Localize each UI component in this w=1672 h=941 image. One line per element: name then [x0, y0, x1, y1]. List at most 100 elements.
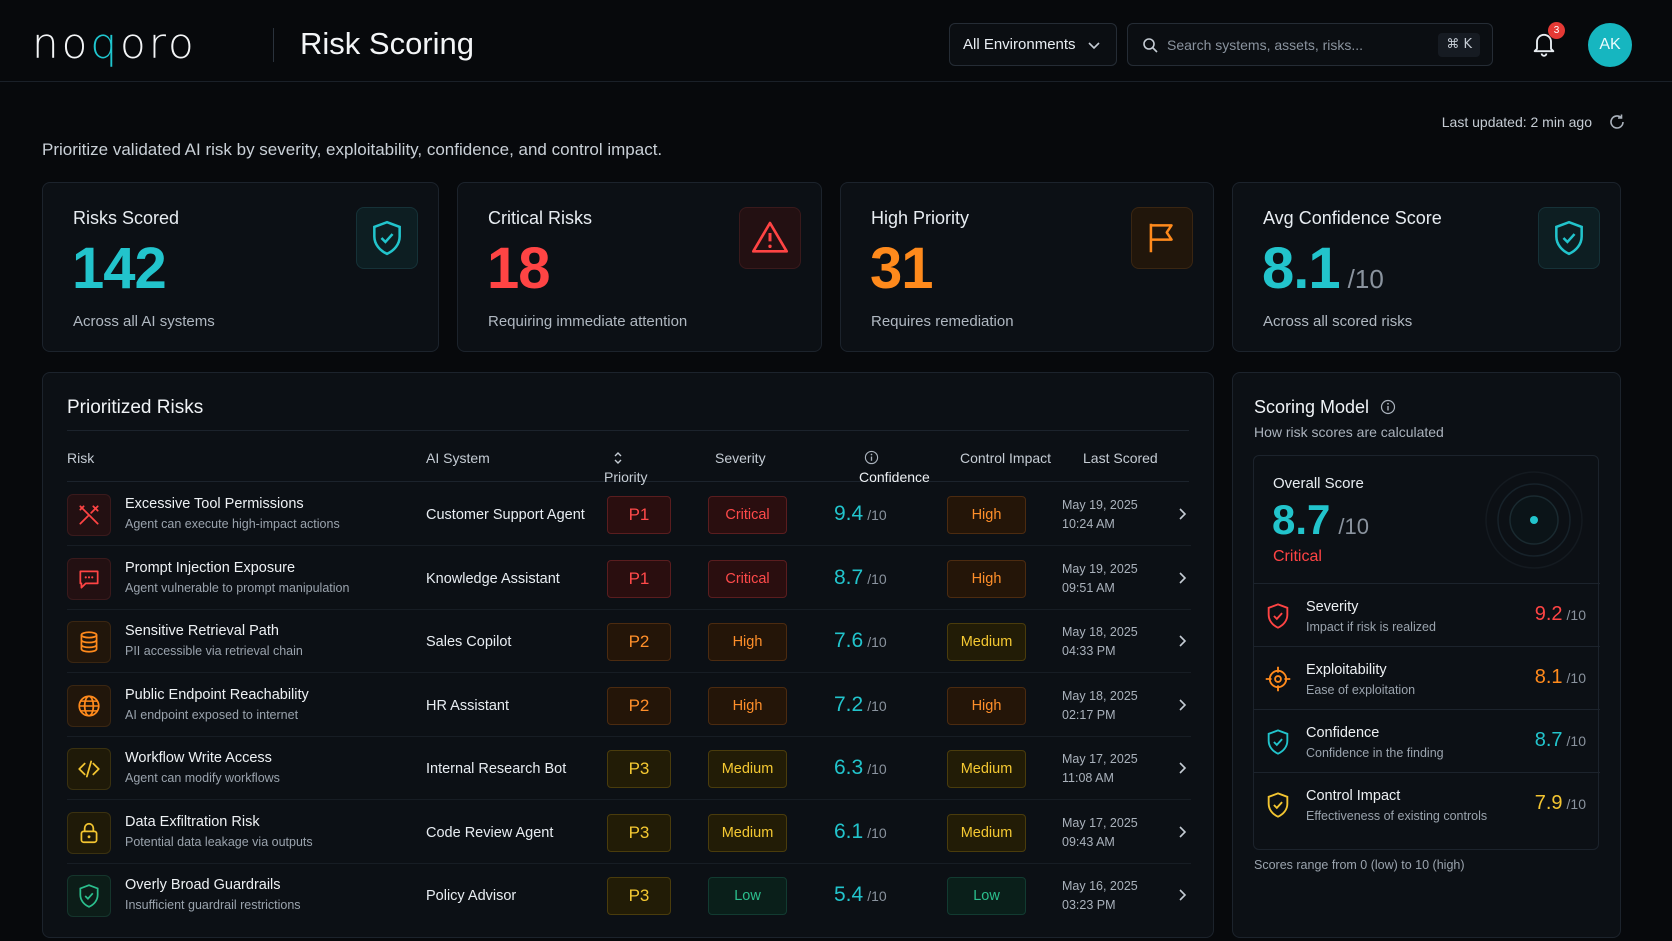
- overall-score-value: 8.7/10: [1272, 496, 1369, 543]
- chevron-right-icon[interactable]: [1174, 760, 1190, 776]
- confidence-score: 9.4/10: [834, 502, 887, 525]
- refresh-icon[interactable]: [1608, 113, 1626, 131]
- code-icon: [78, 760, 100, 778]
- kpi-title: High Priority: [871, 208, 970, 228]
- kpi-risks-scored: Risks Scored 142 Across all AI systems: [42, 182, 439, 352]
- info-icon[interactable]: [864, 450, 879, 465]
- crosshair-icon: [1265, 666, 1291, 692]
- environment-select[interactable]: All Environments: [949, 23, 1117, 66]
- last-scored: May 18, 2025 02:17 PM: [1062, 688, 1138, 722]
- search-shortcut: ⌘ K: [1438, 33, 1480, 57]
- table-row[interactable]: Workflow Write Access Agent can modify w…: [67, 737, 1191, 800]
- sort-icon[interactable]: [612, 451, 624, 465]
- risk-description: PII accessible via retrieval chain: [125, 644, 303, 658]
- col-confidence: Confidence: [859, 450, 930, 485]
- info-icon[interactable]: [1380, 399, 1396, 415]
- priority-badge: P1: [607, 496, 671, 534]
- table-row[interactable]: Public Endpoint Reachability AI endpoint…: [67, 674, 1191, 737]
- risk-description: Agent vulnerable to prompt manipulation: [125, 580, 350, 595]
- top-header: noqoro Risk Scoring All Environments Sea…: [0, 0, 1672, 82]
- kpi-value: 8.1/10: [1262, 236, 1384, 301]
- chevron-right-icon[interactable]: [1174, 824, 1190, 840]
- table-row[interactable]: Data Exfiltration Risk Potential data le…: [67, 801, 1191, 864]
- prioritized-risks-panel: Prioritized Risks Risk AI System Priorit…: [42, 372, 1214, 938]
- kpi-avg-confidence: Avg Confidence Score 8.1/10 Across all s…: [1232, 182, 1621, 352]
- last-scored: May 17, 2025 11:08 AM: [1062, 752, 1138, 785]
- severity-badge: High: [708, 623, 787, 661]
- priority-badge: P2: [607, 686, 671, 725]
- component-value: 8.7/10: [1534, 729, 1586, 751]
- scoring-model-panel: Scoring Model How risk scores are calcul…: [1232, 372, 1621, 938]
- chevron-right-icon[interactable]: [1174, 506, 1190, 522]
- table-header: Risk AI System Priority Severity Confide…: [67, 430, 1189, 485]
- risk-icon-box: [67, 621, 111, 663]
- priority-badge: P2: [607, 623, 671, 661]
- risk-name[interactable]: Excessive Tool Permissions: [125, 496, 304, 512]
- last-scored: May 19, 2025 10:24 AM: [1062, 498, 1138, 531]
- tools-icon: [79, 505, 99, 525]
- table-row[interactable]: Prompt Injection Exposure Agent vulnerab…: [67, 547, 1191, 610]
- warning-triangle-icon: [752, 221, 788, 253]
- chevron-right-icon[interactable]: [1174, 570, 1190, 586]
- confidence-score: 8.7/10: [834, 565, 887, 589]
- header-divider: [273, 28, 274, 62]
- priority-badge: P1: [607, 559, 671, 598]
- control-impact-badge: High: [947, 686, 1026, 725]
- avatar[interactable]: AK: [1588, 23, 1632, 67]
- risk-description: Potential data leakage via outputs: [125, 834, 313, 849]
- risk-name[interactable]: Data Exfiltration Risk: [125, 813, 260, 830]
- kpi-icon-box: [356, 207, 418, 269]
- search-placeholder: Search systems, assets, risks...: [1167, 36, 1364, 53]
- shield-check-icon: [373, 220, 401, 256]
- environment-select-value: All Environments: [963, 36, 1076, 53]
- panel-title: Prioritized Risks: [67, 397, 204, 418]
- scoring-model-subtitle: How risk scores are calculated: [1254, 424, 1444, 440]
- score-components: Severity Impact if risk is realized 9.2/…: [1254, 583, 1600, 851]
- chat-icon: [79, 570, 99, 589]
- component-name: Control Impact: [1306, 788, 1401, 804]
- component-value: 7.9/10: [1534, 792, 1586, 814]
- component-name: Confidence: [1306, 725, 1380, 741]
- col-risk: Risk: [67, 450, 95, 466]
- risk-name[interactable]: Workflow Write Access: [125, 750, 272, 766]
- search-icon: [1143, 37, 1158, 53]
- table-row[interactable]: Sensitive Retrieval Path PII accessible …: [67, 610, 1191, 673]
- shield-alert-icon: [1267, 603, 1289, 629]
- priority-badge: P3: [607, 877, 671, 915]
- score-range-note: Scores range from 0 (low) to 10 (high): [1254, 858, 1465, 872]
- kpi-critical-risks: Critical Risks 18 Requiring immediate at…: [457, 182, 822, 352]
- chevron-right-icon[interactable]: [1174, 887, 1190, 903]
- table-row[interactable]: Overly Broad Guardrails Insufficient gua…: [67, 864, 1191, 927]
- control-impact-badge: High: [947, 496, 1026, 534]
- component-description: Impact if risk is realized: [1306, 620, 1436, 634]
- ai-system: Customer Support Agent: [426, 507, 585, 523]
- kpi-value: 18: [487, 236, 551, 301]
- chevron-right-icon[interactable]: [1174, 697, 1190, 713]
- lock-icon: [80, 822, 98, 843]
- kpi-value: 142: [72, 236, 167, 301]
- page-subtitle: Prioritize validated AI risk by severity…: [42, 140, 663, 159]
- col-ai-system: AI System: [426, 450, 490, 466]
- chevron-down-icon: [1088, 42, 1100, 50]
- notification-badge: 3: [1548, 22, 1565, 39]
- severity-badge: Low: [708, 877, 787, 915]
- component-description: Confidence in the finding: [1306, 746, 1444, 760]
- chevron-right-icon[interactable]: [1174, 633, 1190, 649]
- radar-icon: [1485, 471, 1583, 569]
- shield-check-icon: [1267, 729, 1289, 755]
- last-scored: May 18, 2025 04:33 PM: [1062, 625, 1138, 658]
- bell-icon[interactable]: [1530, 29, 1558, 57]
- table-row[interactable]: Excessive Tool Permissions Agent can exe…: [67, 483, 1191, 546]
- ai-system: Code Review Agent: [426, 824, 554, 841]
- risk-name[interactable]: Overly Broad Guardrails: [125, 877, 281, 893]
- search-input[interactable]: Search systems, assets, risks... ⌘ K: [1127, 23, 1493, 66]
- risk-name[interactable]: Prompt Injection Exposure: [125, 559, 296, 576]
- component-value: 9.2/10: [1534, 603, 1586, 625]
- risk-name[interactable]: Sensitive Retrieval Path: [125, 623, 279, 639]
- control-impact-badge: Medium: [947, 623, 1026, 661]
- col-priority[interactable]: Priority: [604, 450, 648, 485]
- logo[interactable]: noqoro: [32, 19, 197, 68]
- col-last-scored: Last Scored: [1083, 450, 1158, 466]
- severity-badge: Medium: [708, 750, 787, 788]
- risk-name[interactable]: Public Endpoint Reachability: [125, 686, 309, 703]
